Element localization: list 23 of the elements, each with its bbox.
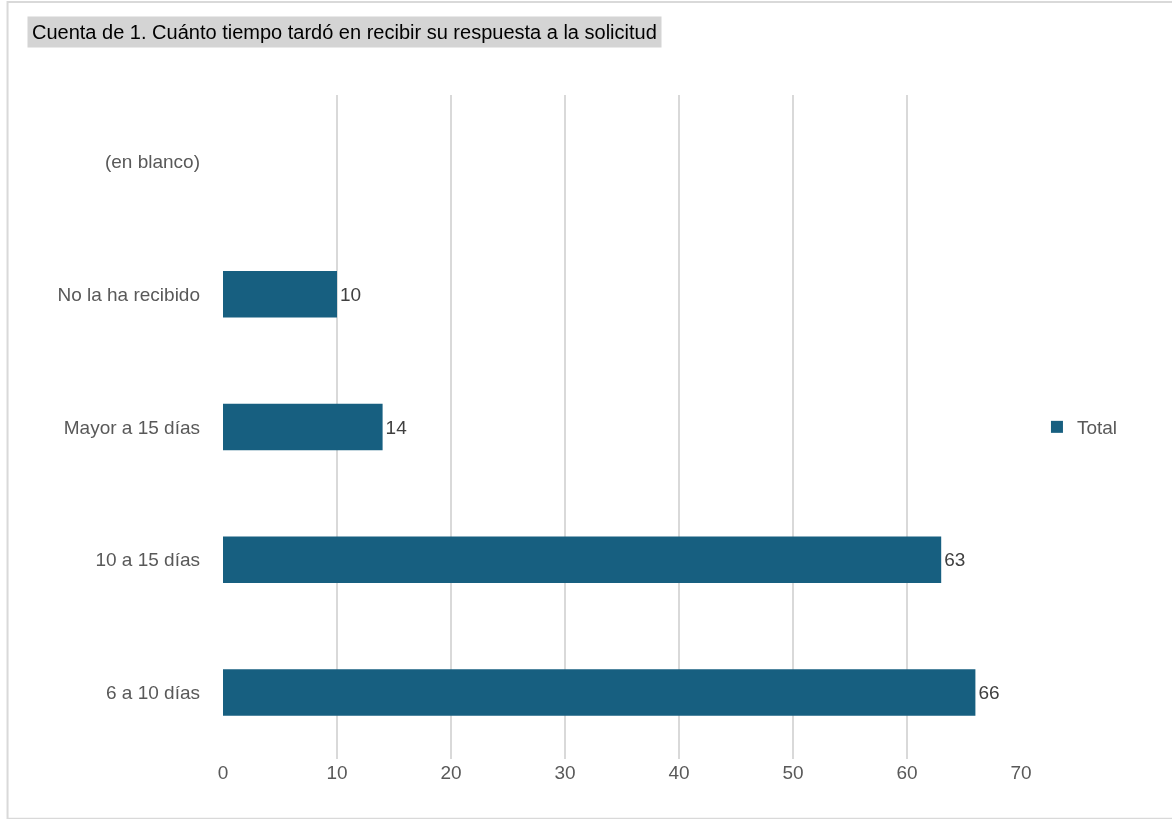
y-tick-label: (en blanco) bbox=[104, 151, 200, 173]
bar bbox=[223, 669, 976, 716]
bar bbox=[223, 270, 337, 318]
x-tick-label: 40 bbox=[668, 762, 690, 783]
chart-title: Cuenta de 1. Cuánto tiempo tardó en recibir su respuesta a la solicitud bbox=[32, 21, 657, 43]
x-tick-label: 0 bbox=[217, 762, 229, 783]
y-tick-label: 6 a 10 días bbox=[105, 682, 200, 704]
x-tick-label: 20 bbox=[440, 762, 462, 783]
data-label: 63 bbox=[944, 549, 966, 571]
x-tick-label: 50 bbox=[782, 762, 804, 783]
legend-label: Total bbox=[1076, 417, 1118, 439]
y-tick-label: No la ha recibido bbox=[57, 283, 200, 305]
y-tick-label: 10 a 15 días bbox=[95, 549, 200, 571]
x-tick-label: 60 bbox=[896, 762, 918, 783]
bar bbox=[223, 536, 942, 584]
data-label: 14 bbox=[385, 416, 408, 438]
y-tick-label: Mayor a 15 días bbox=[63, 416, 200, 438]
x-tick-label: 70 bbox=[1010, 762, 1032, 783]
x-tick-label: 10 bbox=[326, 762, 348, 783]
data-label: 66 bbox=[978, 682, 1000, 704]
data-label: 10 bbox=[340, 283, 362, 305]
x-tick-label: 30 bbox=[554, 762, 576, 783]
bar bbox=[223, 403, 383, 451]
